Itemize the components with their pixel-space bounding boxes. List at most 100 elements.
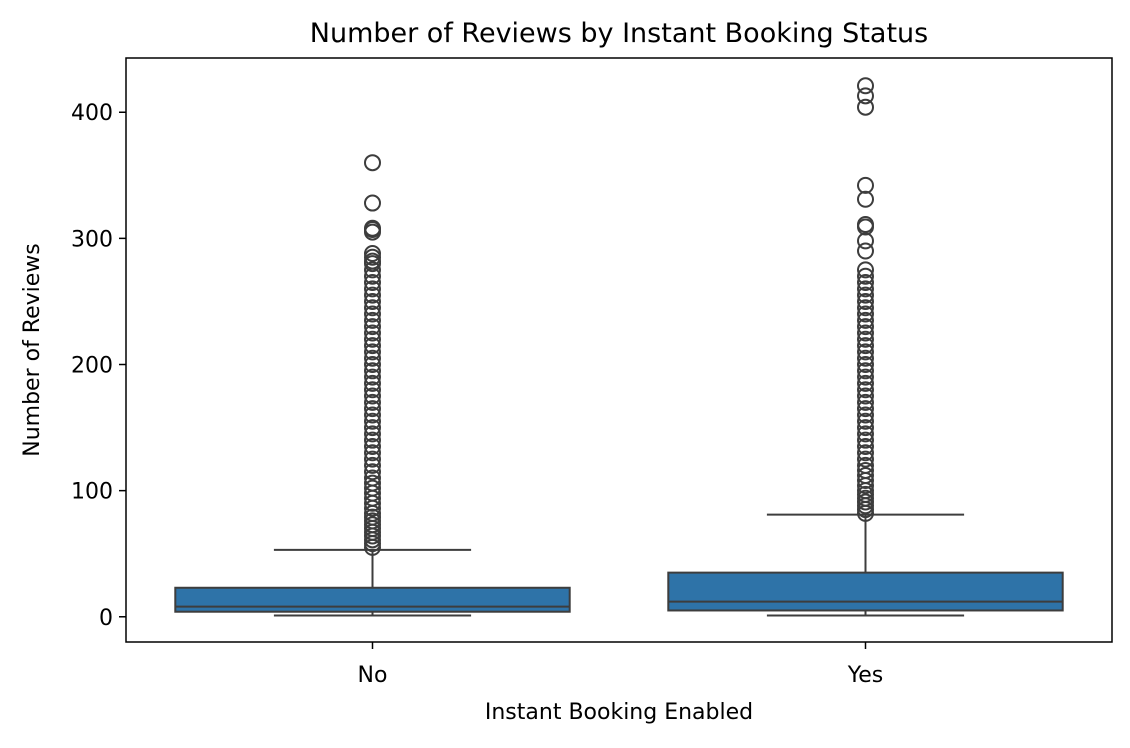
outlier-point (364, 393, 381, 411)
outlier-point (857, 393, 874, 411)
outlier-point (364, 463, 381, 481)
outlier-point (364, 274, 381, 292)
y-tick-label: 300 (71, 227, 113, 252)
outlier-point (857, 261, 874, 279)
outlier-point (364, 219, 381, 237)
outlier-point (364, 324, 381, 342)
x-tick-label: No (358, 663, 388, 688)
outlier-point (857, 242, 874, 260)
outlier-point (364, 387, 381, 405)
outlier-point (857, 292, 874, 310)
outlier-point (857, 176, 874, 194)
outlier-point (364, 311, 381, 329)
outlier-point (857, 318, 874, 336)
outlier-point (857, 267, 874, 285)
outlier-point (364, 437, 381, 455)
outlier-point (857, 400, 874, 418)
y-tick-label: 0 (99, 606, 113, 631)
outlier-point (857, 274, 874, 292)
outlier-point (364, 299, 381, 317)
outlier-point (857, 444, 874, 462)
box-group-yes (667, 77, 1064, 617)
outlier-point (857, 299, 874, 317)
plot-marks (174, 77, 1064, 617)
y-tick-label: 400 (71, 101, 113, 126)
outlier-point (364, 368, 381, 386)
outlier-point (364, 456, 381, 474)
outlier-point (857, 425, 874, 443)
outlier-point (364, 318, 381, 336)
outlier-point (857, 456, 874, 474)
outlier-point (857, 362, 874, 380)
chart-title: Number of Reviews by Instant Booking Sta… (310, 18, 928, 49)
outlier-point (857, 461, 874, 479)
outlier-point (857, 412, 874, 430)
outlier-point (364, 292, 381, 310)
box-iqr (667, 571, 1064, 612)
outlier-point (364, 330, 381, 348)
outlier-point (364, 425, 381, 443)
y-tick-label: 100 (71, 480, 113, 505)
outlier-point (857, 381, 874, 399)
outlier-point (364, 444, 381, 462)
outlier-point (364, 337, 381, 355)
outlier-point (364, 406, 381, 424)
outlier-point (364, 356, 381, 374)
outlier-point (364, 343, 381, 361)
outlier-point (857, 374, 874, 392)
box-iqr (174, 586, 571, 613)
outlier-point (364, 245, 381, 263)
outlier-point (857, 406, 874, 424)
outlier-point (857, 305, 874, 323)
outlier-point (857, 387, 874, 405)
outlier-point (364, 280, 381, 298)
y-axis-label: Number of Reviews (20, 243, 45, 457)
outlier-point (857, 431, 874, 449)
y-axis: 0 100 200 300 400 (71, 101, 126, 631)
plot-frame (125, 57, 1113, 643)
outlier-point (364, 400, 381, 418)
outlier-point (364, 431, 381, 449)
outlier-point (857, 437, 874, 455)
outlier-point (364, 419, 381, 437)
outlier-point (857, 349, 874, 367)
x-tick-label: Yes (847, 663, 884, 688)
outlier-point (857, 190, 874, 208)
x-axis-label: Instant Booking Enabled (485, 700, 753, 725)
outlier-point (364, 469, 381, 487)
outlier-point (364, 474, 381, 492)
outlier-point (857, 419, 874, 437)
outlier-point (857, 98, 874, 116)
outlier-point (857, 324, 874, 342)
outlier-point (857, 77, 874, 95)
outlier-point (364, 479, 381, 497)
outlier-point (364, 412, 381, 430)
outlier-point (857, 356, 874, 374)
outlier-point (857, 280, 874, 298)
outlier-point (857, 450, 874, 468)
x-axis: No Yes (358, 642, 884, 688)
box-group-no (174, 154, 571, 617)
outlier-point (857, 286, 874, 304)
outlier-point (857, 311, 874, 329)
outlier-point (857, 87, 874, 105)
outlier-point (364, 154, 381, 172)
outlier-point (364, 381, 381, 399)
outlier-point (364, 261, 381, 279)
outlier-point (364, 349, 381, 367)
outlier-point (857, 343, 874, 361)
y-tick-label: 200 (71, 354, 113, 379)
outlier-point (364, 305, 381, 323)
outlier-point (364, 362, 381, 380)
outlier-point (364, 374, 381, 392)
outlier-point (857, 215, 874, 233)
outlier-point (857, 368, 874, 386)
outlier-point (857, 337, 874, 355)
outlier-point (857, 467, 874, 485)
outlier-point (364, 450, 381, 468)
outlier-point (857, 232, 874, 250)
outlier-point (857, 330, 874, 348)
outlier-point (364, 286, 381, 304)
